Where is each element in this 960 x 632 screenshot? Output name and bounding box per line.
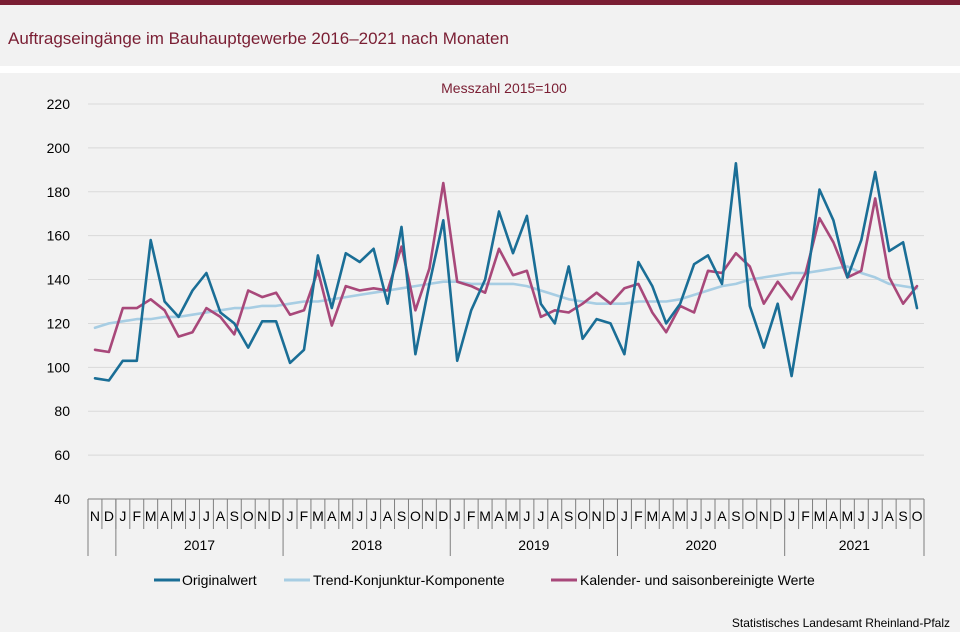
year-label: 2021	[839, 537, 870, 553]
x-tick-label: J	[189, 508, 196, 524]
x-tick-label: J	[370, 508, 377, 524]
x-tick-label: J	[356, 508, 363, 524]
legend-label: Kalender- und saisonbereinigte Werte	[580, 572, 815, 588]
line-chart: Messzahl 2015=100 40 60 80 100 120 140 160 180 2…	[0, 73, 960, 613]
x-tick-label: O	[912, 508, 923, 524]
grid	[88, 103, 924, 456]
x-tick-label: N	[257, 508, 267, 524]
x-tick-label: A	[717, 508, 727, 524]
series-line-1	[93, 265, 919, 330]
x-tick-label: J	[537, 508, 544, 524]
y-tick-label: 220	[47, 96, 71, 112]
x-tick-label: S	[230, 508, 239, 524]
x-tick-label: A	[383, 508, 393, 524]
x-tick-label: M	[814, 508, 826, 524]
x-tick-label: S	[898, 508, 907, 524]
x-tick-label: M	[479, 508, 491, 524]
x-tick-label: J	[705, 508, 712, 524]
x-tick-label: A	[662, 508, 672, 524]
x-tick-label: N	[424, 508, 434, 524]
x-tick-label: D	[271, 508, 281, 524]
x-tick-label: D	[438, 508, 448, 524]
x-tick-label: F	[132, 508, 141, 524]
x-tick-label: A	[327, 508, 337, 524]
y-tick-label: 80	[54, 403, 70, 419]
x-tick-label: F	[801, 508, 810, 524]
header: Auftragseingänge im Bauhauptgewerbe 2016…	[0, 5, 960, 67]
x-tick-label: A	[550, 508, 560, 524]
x-tick-label: N	[592, 508, 602, 524]
y-tick-label: 60	[54, 447, 70, 463]
legend: Originalwert Trend-Konjunktur-Komponente K…	[154, 572, 815, 588]
series	[93, 162, 919, 382]
x-tick-label: J	[287, 508, 294, 524]
y-tick-label: 120	[47, 315, 71, 331]
x-tick-label: O	[410, 508, 421, 524]
x-tick-label: M	[145, 508, 157, 524]
y-tick-label: 160	[47, 228, 71, 244]
x-tick-label: A	[216, 508, 226, 524]
x-tick-label: J	[523, 508, 530, 524]
x-tick-label: M	[674, 508, 686, 524]
chart-subtitle: Messzahl 2015=100	[441, 80, 567, 96]
series-line-2	[93, 181, 919, 354]
x-tick-label: F	[300, 508, 309, 524]
y-tick-label: 100	[47, 359, 71, 375]
year-label: 2019	[518, 537, 549, 553]
x-tick-label: J	[454, 508, 461, 524]
x-tick-label: F	[467, 508, 476, 524]
x-tick-label: N	[759, 508, 769, 524]
x-tick-label: S	[731, 508, 740, 524]
x-tick-label: S	[397, 508, 406, 524]
x-tick-label: D	[605, 508, 615, 524]
x-tick-label: J	[788, 508, 795, 524]
year-label: 2018	[351, 537, 382, 553]
x-tick-label: M	[507, 508, 519, 524]
year-label: 2020	[685, 537, 716, 553]
x-tick-label: O	[577, 508, 588, 524]
x-tick-label: A	[160, 508, 170, 524]
x-tick-label: J	[203, 508, 210, 524]
x-tick-label: D	[104, 508, 114, 524]
x-tick-label: M	[842, 508, 854, 524]
x-tick-label: S	[564, 508, 573, 524]
x-tick-label: J	[872, 508, 879, 524]
series-line-0	[93, 162, 919, 382]
x-tick-label: O	[744, 508, 755, 524]
x-tick-label: J	[621, 508, 628, 524]
x-tick-label: M	[173, 508, 185, 524]
y-tick-label: 200	[47, 140, 71, 156]
chart-background	[0, 73, 960, 613]
divider	[0, 66, 960, 73]
x-tick-label: N	[90, 508, 100, 524]
x-tick-label: M	[340, 508, 352, 524]
x-tick-label: O	[243, 508, 254, 524]
x-tick-label: J	[858, 508, 865, 524]
x-tick-label: A	[829, 508, 839, 524]
x-tick-label: A	[884, 508, 894, 524]
y-tick-label: 180	[47, 184, 71, 200]
x-tick-label: J	[691, 508, 698, 524]
y-tick-label: 40	[54, 491, 70, 507]
top-accent-bar	[0, 0, 960, 5]
legend-label: Originalwert	[182, 572, 257, 588]
legend-label: Trend-Konjunktur-Komponente	[313, 572, 505, 588]
y-tick-label: 140	[47, 272, 71, 288]
source-note: Statistisches Landesamt Rheinland-Pfalz	[731, 616, 950, 630]
x-tick-label: A	[494, 508, 504, 524]
x-tick-label: F	[634, 508, 643, 524]
x-tick-label: D	[773, 508, 783, 524]
x-tick-label: J	[119, 508, 126, 524]
year-label: 2017	[184, 537, 215, 553]
x-tick-label: M	[312, 508, 324, 524]
x-tick-label: M	[646, 508, 658, 524]
page-title: Auftragseingänge im Bauhauptgewerbe 2016…	[8, 29, 509, 48]
